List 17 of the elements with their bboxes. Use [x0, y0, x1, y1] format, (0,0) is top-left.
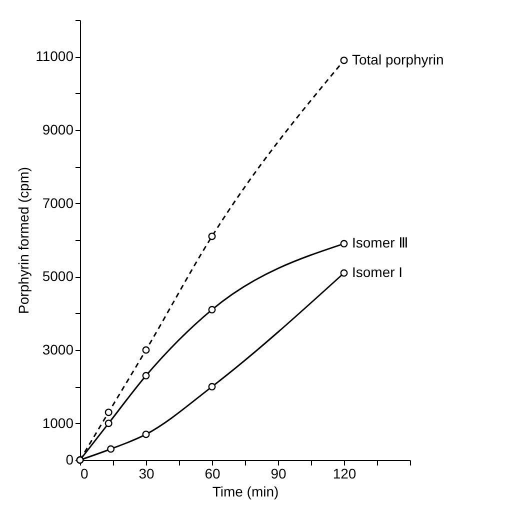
series-label: Total porphyrin	[352, 51, 444, 68]
x-tick-label: 120	[332, 466, 356, 482]
y-tick-label: 9000	[42, 122, 74, 138]
x-tick-label: 30	[138, 466, 154, 482]
series-label: Isomer Ⅲ	[352, 234, 408, 251]
x-axis-title: Time (min)	[212, 484, 279, 500]
x-tick-label: 60	[204, 466, 220, 482]
y-tick-label: 0	[66, 452, 74, 468]
y-tick-label: 3000	[42, 342, 74, 358]
y-tick-label: 5000	[42, 268, 74, 284]
x-tick-label: 0	[80, 466, 88, 482]
y-axis-title: Porphyrin formed (cpm)	[16, 166, 32, 314]
series-label: Isomer I	[352, 264, 403, 280]
y-tick-label: 11000	[36, 48, 74, 64]
x-tick-label: 90	[270, 466, 286, 482]
y-tick-label: 1000	[42, 414, 74, 431]
y-tick-label: 7000	[42, 194, 74, 211]
